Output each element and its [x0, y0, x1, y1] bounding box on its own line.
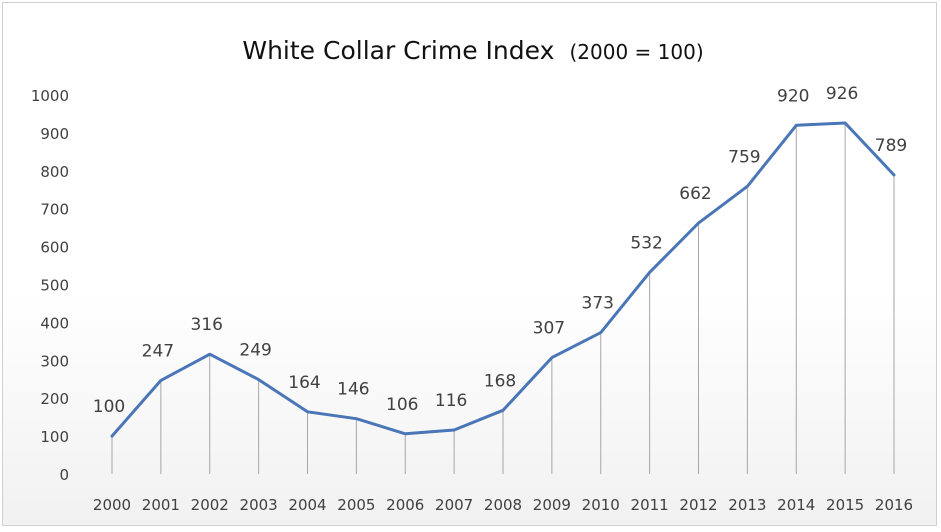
data-label: 532: [630, 233, 662, 253]
x-tick-label: 2015: [826, 496, 864, 514]
data-label: 789: [875, 136, 907, 156]
y-tick-label: 1000: [31, 87, 69, 105]
x-tick-label: 2010: [582, 496, 620, 514]
chart-subtitle: (2000 = 100): [569, 40, 703, 64]
x-tick-label: 2008: [484, 496, 522, 514]
x-tick-label: 2002: [191, 496, 229, 514]
x-tick-label: 2003: [240, 496, 278, 514]
x-tick-label: 2000: [93, 496, 131, 514]
x-axis: 2000 2001 2002 2003 2004 2005 2006 2007 2008 2009…: [93, 496, 913, 514]
x-tick-label: 2006: [386, 496, 424, 514]
data-label: 373: [582, 294, 614, 314]
data-label: 662: [679, 184, 711, 204]
data-label: 249: [239, 341, 271, 361]
data-label: 926: [826, 84, 858, 104]
series-line: [110, 121, 896, 438]
data-label: 106: [386, 395, 418, 415]
data-label: 920: [777, 86, 809, 106]
data-label: 116: [435, 391, 467, 411]
x-tick-label: 2012: [679, 496, 717, 514]
y-tick-label: 200: [40, 390, 69, 408]
data-label: 146: [337, 380, 369, 400]
x-tick-label: 2011: [631, 496, 669, 514]
x-tick-label: 2014: [777, 496, 815, 514]
y-tick-label: 700: [40, 201, 69, 219]
chart-title: White Collar Crime Index (2000 = 100): [242, 36, 703, 65]
chart-area: White Collar Crime Index (2000 = 100) 0 1…: [2, 2, 937, 526]
y-axis: 0 100 200 300 400 500 600 700 800 900 1000: [31, 87, 69, 484]
line-chart: White Collar Crime Index (2000 = 100) 0 1…: [31, 36, 913, 514]
x-tick-label: 2007: [435, 496, 473, 514]
data-labels: 100 247 316 249 164 146 106 116 168 307 373 532 662 7…: [93, 84, 907, 417]
y-tick-label: 900: [40, 125, 69, 143]
data-label: 164: [288, 373, 320, 393]
y-tick-label: 400: [40, 314, 69, 332]
series-group: [110, 121, 896, 438]
y-tick-label: 800: [40, 163, 69, 181]
y-tick-label: 600: [40, 239, 69, 257]
y-tick-label: 300: [40, 352, 69, 370]
x-tick-label: 2009: [533, 496, 571, 514]
x-tick-label: 2004: [288, 496, 326, 514]
y-tick-label: 500: [40, 277, 69, 295]
x-tick-label: 2001: [142, 496, 180, 514]
data-label: 759: [728, 147, 760, 167]
x-tick-label: 2013: [728, 496, 766, 514]
x-tick-label: 2016: [875, 496, 913, 514]
y-tick-label: 100: [40, 428, 69, 446]
drop-lines: [111, 123, 895, 474]
data-label: 100: [93, 397, 125, 417]
chart-title-main: White Collar Crime Index: [242, 36, 554, 65]
x-tick-label: 2005: [337, 496, 375, 514]
data-label: 316: [191, 315, 223, 335]
data-label: 307: [533, 319, 565, 339]
data-label: 247: [142, 341, 174, 361]
data-label: 168: [484, 371, 516, 391]
y-tick-label: 0: [59, 466, 69, 484]
